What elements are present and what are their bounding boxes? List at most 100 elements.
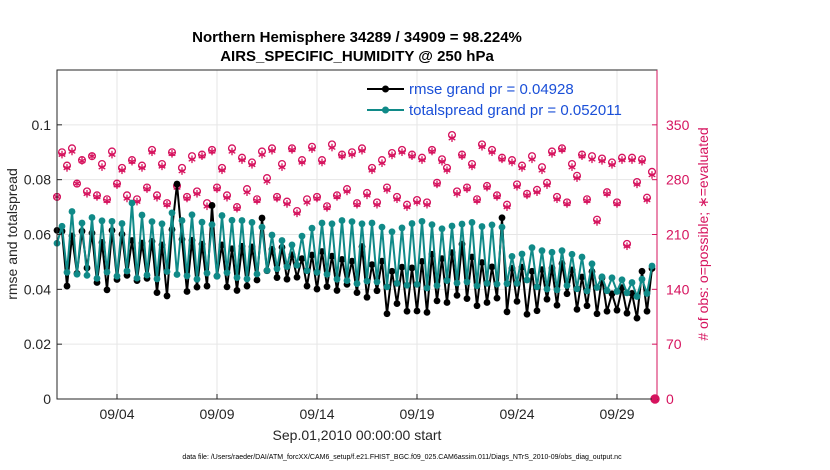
series-point-spread	[458, 220, 466, 228]
obs-evaluated-marker	[378, 159, 386, 168]
obs-evaluated-marker	[638, 157, 646, 166]
obs-evaluated-marker	[528, 155, 536, 164]
obs-evaluated-marker	[388, 151, 396, 160]
y2-tick-label: 70	[666, 336, 682, 352]
series-point-spread	[388, 228, 396, 236]
obs-evaluated-marker	[468, 162, 476, 171]
obs-evaluated-marker	[453, 189, 461, 198]
series-point-spread	[98, 217, 106, 225]
series-point-rmse	[298, 255, 306, 263]
series-point-spread	[503, 280, 511, 287]
obs-evaluated-marker	[533, 188, 541, 196]
obs-evaluated-marker	[393, 195, 401, 204]
obs-evaluated-marker	[198, 152, 206, 160]
series-point-spread	[263, 267, 271, 274]
obs-evaluated-marker	[443, 166, 451, 175]
series-point-rmse	[338, 256, 346, 263]
series-point-rmse	[473, 302, 481, 310]
series-point-spread	[93, 274, 101, 282]
series-point-spread	[568, 250, 576, 258]
series-point-rmse	[243, 282, 251, 290]
series-point-rmse	[628, 290, 636, 297]
series-point-spread	[573, 285, 581, 293]
legend-rmse-label: rmse grand pr = 0.04928	[409, 81, 574, 98]
series-point-spread	[183, 272, 191, 280]
x-axis-label: Sep.01,2010 00:00:00 start	[273, 427, 442, 443]
obs-evaluated-marker	[563, 200, 571, 208]
series-point-rmse	[613, 306, 621, 314]
series-point-spread	[63, 268, 71, 276]
obs-evaluated-marker	[148, 148, 156, 157]
series-point-spread	[303, 267, 311, 275]
obs-evaluated-marker	[368, 166, 376, 175]
series-point-spread	[533, 283, 541, 291]
series-layer	[53, 180, 656, 322]
series-point-spread	[428, 221, 436, 229]
series-point-rmse	[153, 289, 161, 297]
obs-evaluated-marker	[438, 157, 446, 166]
series-point-spread	[338, 217, 346, 224]
y-tick-label: 0.04	[24, 281, 51, 297]
series-point-spread	[618, 276, 626, 284]
obs-evaluated-marker	[538, 166, 546, 175]
obs-evaluated-marker	[433, 180, 441, 189]
series-point-rmse	[528, 267, 536, 275]
series-point-spread	[583, 287, 591, 295]
series-point-rmse	[233, 287, 241, 294]
obs-evaluated-marker	[78, 157, 86, 165]
series-point-rmse	[313, 285, 321, 293]
series-point-spread	[258, 223, 266, 231]
x-tick-label: 09/14	[299, 406, 334, 422]
series-point-rmse	[643, 307, 651, 315]
obs-evaluated-marker	[353, 200, 361, 209]
series-point-spread	[318, 219, 326, 227]
obs-evaluated-marker	[278, 163, 286, 171]
obs-evaluated-marker	[488, 148, 496, 157]
series-point-spread	[173, 271, 181, 278]
axis-ticks: 09/04 09/09 09/14 09/19 09/24 09/29 0 0.02 0.04 0…	[24, 70, 690, 422]
series-point-spread	[473, 282, 481, 290]
series-point-spread	[253, 270, 261, 278]
obs-evaluated-marker	[273, 194, 281, 203]
obs-evaluated-marker	[293, 209, 301, 218]
y2-axis-label: # of obs: o=possible; ∗=evaluated	[695, 127, 711, 340]
obs-evaluated-marker	[413, 198, 421, 207]
obs-evaluated-marker	[188, 155, 196, 164]
obs-evaluated-marker	[168, 150, 176, 158]
obs-evaluated-marker	[483, 183, 491, 192]
series-point-spread	[368, 219, 376, 227]
series-point-spread	[418, 217, 426, 225]
obs-evaluated-marker	[603, 189, 611, 198]
series-point-spread	[613, 288, 621, 295]
series-point-spread	[143, 271, 151, 279]
series-point-spread	[158, 220, 166, 228]
series-point-spread	[108, 217, 116, 225]
obs-evaluated-marker	[648, 171, 656, 179]
y2-tick-label: 350	[666, 117, 690, 133]
obs-evaluated-marker	[183, 194, 191, 203]
obs-evaluated-marker	[213, 185, 221, 193]
series-point-rmse	[403, 307, 411, 315]
series-point-spread	[148, 218, 156, 226]
series-point-rmse	[163, 292, 171, 300]
series-point-spread	[513, 279, 521, 287]
obs-evaluated-marker	[338, 152, 346, 160]
y2-tick-label: 140	[666, 281, 690, 297]
series-point-spread	[438, 225, 446, 233]
obs-evaluated-marker	[363, 191, 371, 200]
series-point-spread	[443, 277, 451, 284]
series-point-spread	[448, 222, 456, 230]
series-point-rmse	[308, 251, 316, 259]
series-point-spread	[278, 237, 286, 244]
obs-evaluated-marker	[643, 196, 651, 204]
obs-evaluated-marker	[83, 189, 91, 198]
obs-evaluated-marker	[408, 152, 416, 160]
obs-evaluated-marker	[548, 150, 556, 158]
series-point-spread	[628, 279, 636, 286]
series-point-spread	[343, 277, 351, 284]
y2-tick-label: 210	[666, 227, 690, 243]
series-point-spread	[383, 283, 391, 291]
series-point-rmse	[303, 282, 311, 290]
obs-evaluated-marker	[343, 187, 351, 196]
y-tick-label: 0.08	[24, 172, 51, 188]
